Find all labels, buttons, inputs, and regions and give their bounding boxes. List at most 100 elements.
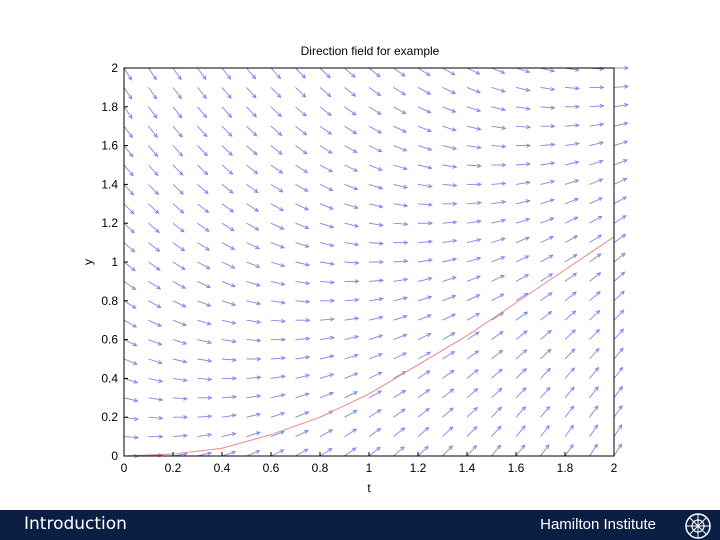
section-title: Introduction	[24, 514, 127, 534]
field-arrow	[148, 319, 163, 327]
field-arrow	[221, 164, 234, 175]
field-arrow	[564, 310, 577, 321]
field-arrow	[540, 348, 552, 360]
field-arrow	[393, 427, 406, 437]
field-arrow	[418, 221, 434, 226]
field-arrow	[148, 87, 158, 100]
y-tick-label: 2	[111, 61, 118, 75]
field-arrow	[270, 356, 286, 361]
field-arrow	[344, 372, 359, 379]
field-arrow	[540, 142, 556, 147]
field-arrow	[148, 203, 160, 215]
field-arrow	[589, 347, 600, 360]
field-arrow	[491, 293, 505, 302]
field-arrow	[319, 391, 334, 399]
field-arrow	[515, 349, 528, 360]
field-arrow	[172, 319, 187, 327]
field-arrow	[270, 242, 285, 249]
field-arrow	[246, 184, 259, 194]
field-arrow	[393, 106, 407, 115]
field-arrow	[491, 181, 507, 186]
field-arrow	[393, 333, 408, 341]
institute-logo-icon	[685, 513, 711, 539]
field-arrow	[172, 222, 185, 233]
field-arrow	[515, 180, 531, 185]
field-arrow	[246, 261, 261, 268]
field-arrow	[123, 339, 138, 347]
field-arrow	[295, 222, 310, 230]
field-arrow	[123, 106, 133, 120]
field-arrow	[466, 238, 482, 244]
field-arrow	[172, 203, 185, 214]
field-arrow	[246, 356, 262, 362]
field-arrow	[442, 220, 458, 225]
field-arrow	[540, 217, 555, 224]
field-arrow	[197, 395, 213, 400]
field-arrow	[246, 319, 262, 324]
field-arrow	[295, 164, 309, 174]
x-tick-label: 1	[366, 461, 373, 475]
field-arrow	[442, 201, 458, 206]
y-tick-label: 1.8	[101, 100, 118, 114]
chart-title: Direction field for example	[301, 44, 440, 58]
field-arrow	[614, 65, 630, 71]
field-arrow	[589, 385, 599, 399]
solution-curve	[123, 236, 615, 457]
direction-field-arrows	[123, 65, 630, 459]
field-arrow	[221, 432, 237, 438]
field-arrow	[319, 242, 335, 248]
field-arrow	[295, 355, 311, 360]
field-arrow	[393, 446, 405, 457]
field-arrow	[589, 443, 598, 457]
field-arrow	[491, 444, 502, 457]
field-arrow	[540, 254, 554, 263]
field-arrow	[540, 105, 556, 110]
y-tick-label: 0.6	[101, 333, 118, 347]
field-arrow	[123, 300, 137, 309]
y-tick-label: 0	[111, 449, 118, 463]
field-arrow	[491, 86, 506, 93]
field-arrow	[589, 290, 601, 302]
field-arrow	[393, 259, 409, 264]
field-arrow	[319, 67, 331, 79]
field-arrow	[368, 315, 384, 321]
field-arrow	[515, 311, 529, 321]
field-arrow	[295, 125, 308, 136]
field-arrow	[442, 257, 458, 263]
field-arrow	[491, 256, 506, 263]
field-arrow	[197, 261, 211, 270]
field-arrow	[417, 258, 433, 263]
field-arrow	[221, 125, 233, 137]
field-arrow	[246, 338, 262, 343]
field-arrow	[271, 337, 287, 342]
field-arrow	[442, 407, 454, 418]
field-arrow	[344, 335, 360, 341]
field-arrow	[442, 238, 458, 244]
field-arrow	[515, 255, 530, 263]
field-arrow	[246, 431, 261, 438]
field-arrow	[295, 106, 307, 117]
field-arrow	[442, 332, 456, 340]
field-arrow	[197, 145, 208, 157]
field-arrow	[197, 164, 209, 176]
field-arrow	[197, 432, 213, 438]
field-arrow	[221, 450, 237, 457]
field-arrow	[491, 406, 502, 418]
field-arrow	[540, 124, 556, 129]
field-arrow	[466, 200, 482, 206]
y-tick-label: 1.6	[101, 139, 118, 153]
field-arrow	[393, 164, 408, 171]
field-arrow	[221, 300, 237, 307]
field-arrow	[417, 67, 431, 77]
field-arrow	[393, 203, 409, 208]
field-arrow	[417, 314, 432, 321]
field-arrow	[368, 203, 384, 209]
field-arrow	[564, 291, 577, 302]
field-arrow	[123, 145, 134, 158]
field-arrow	[466, 67, 481, 75]
field-arrow	[393, 277, 409, 282]
field-arrow	[564, 160, 580, 166]
field-arrow	[564, 86, 580, 91]
field-arrow	[319, 183, 334, 191]
field-arrow	[589, 103, 605, 109]
